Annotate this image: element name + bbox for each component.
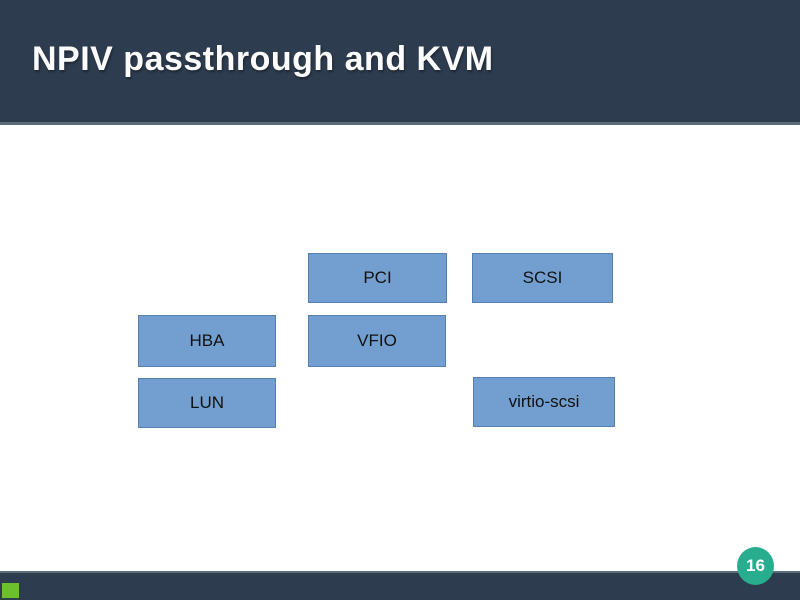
diagram-box-lun: LUN <box>138 378 276 428</box>
page-number: 16 <box>746 556 765 575</box>
diagram-box-label: VFIO <box>357 331 397 350</box>
diagram-canvas: PCI SCSI HBA VFIO LUN virtio-scsi <box>0 125 800 570</box>
diagram-box-virtio-scsi: virtio-scsi <box>473 377 615 427</box>
green-accent-square <box>2 583 19 598</box>
diagram-box-hba: HBA <box>138 315 276 367</box>
diagram-box-label: LUN <box>189 393 224 412</box>
diagram-box-label: PCI <box>363 268 392 287</box>
diagram-box-label: virtio-scsi <box>508 392 580 411</box>
diagram-box-pci: PCI <box>308 253 447 303</box>
slide-footer <box>0 571 800 600</box>
diagram-box-label: SCSI <box>522 268 563 287</box>
slide-header: NPIV passthrough and KVM <box>0 0 800 125</box>
diagram-box-label: HBA <box>189 331 225 350</box>
diagram-box-scsi: SCSI <box>472 253 613 303</box>
diagram-box-vfio: VFIO <box>308 315 446 367</box>
slide-title: NPIV passthrough and KVM <box>32 40 494 78</box>
page-number-badge: 16 <box>737 547 774 585</box>
